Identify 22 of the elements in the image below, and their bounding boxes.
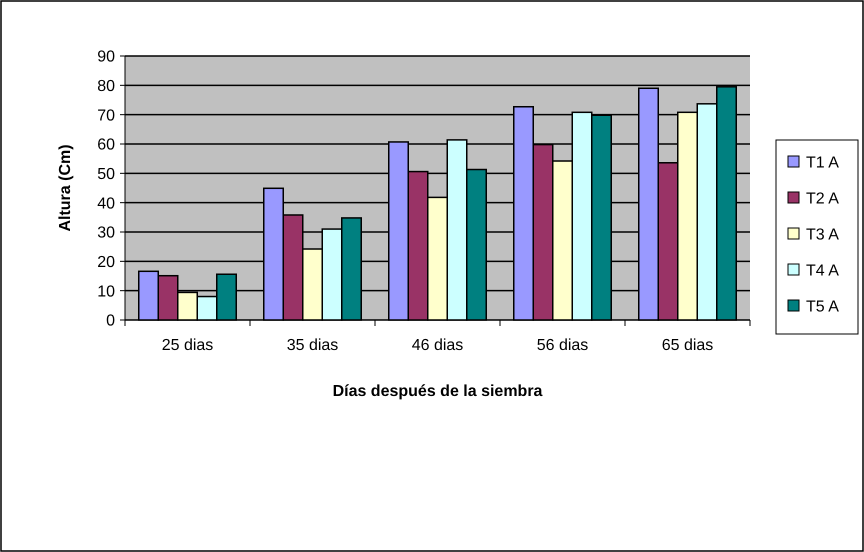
y-tick-label: 80 bbox=[97, 78, 116, 95]
x-tick-label: 56 dias bbox=[536, 337, 588, 354]
legend-label: T5 A bbox=[806, 298, 840, 316]
y-tick-label: 20 bbox=[97, 254, 116, 271]
y-tick-label: 70 bbox=[97, 107, 116, 124]
y-tick-label: 60 bbox=[97, 136, 116, 154]
legend-label: T4 A bbox=[806, 262, 840, 280]
legend-label: T3 A bbox=[806, 226, 840, 244]
x-tick-label: 25 dias bbox=[162, 337, 214, 354]
x-tick-label: 46 dias bbox=[412, 337, 464, 354]
legend-label: T2 A bbox=[806, 190, 840, 208]
x-axis-title: Días después de la siembra bbox=[332, 383, 543, 400]
x-tick-label: 65 dias bbox=[662, 337, 714, 354]
y-tick-label: 50 bbox=[97, 166, 116, 183]
y-tick-label: 30 bbox=[97, 224, 116, 242]
y-tick-label: 10 bbox=[97, 283, 116, 300]
y-tick-label: 90 bbox=[97, 48, 116, 66]
legend-label: T1 A bbox=[806, 154, 840, 172]
y-tick-label: 0 bbox=[106, 312, 116, 330]
y-axis-title: Altura (Cm) bbox=[57, 144, 74, 232]
y-tick-label: 40 bbox=[97, 195, 116, 212]
x-tick-label: 35 dias bbox=[286, 337, 338, 354]
